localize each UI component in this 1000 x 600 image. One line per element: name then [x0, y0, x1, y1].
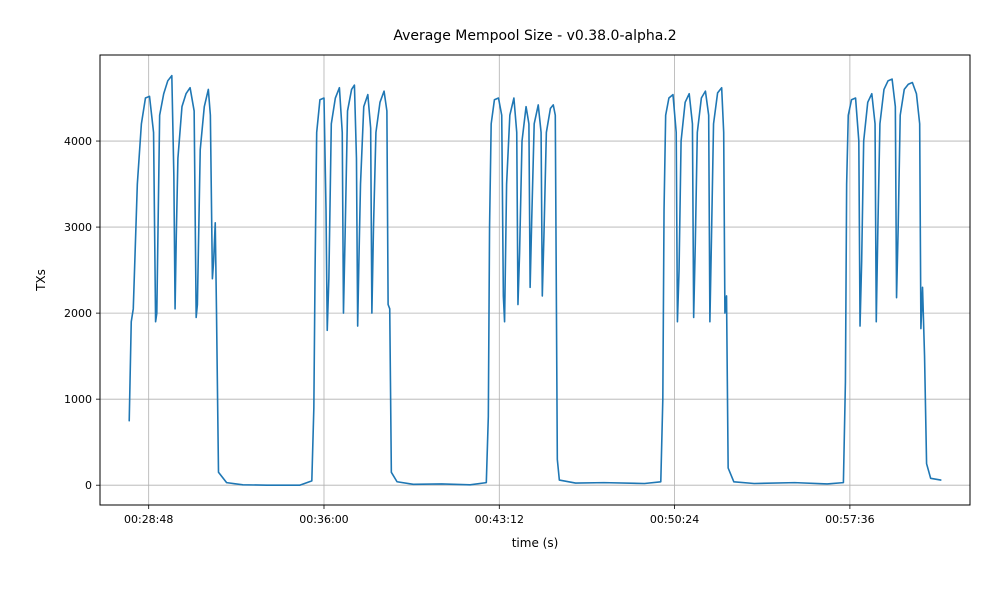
ytick-label: 4000 [64, 135, 92, 148]
y-axis-label: TXs [34, 269, 48, 292]
xtick-label: 00:36:00 [299, 513, 348, 526]
x-axis-label: time (s) [512, 536, 559, 550]
chart-container: 00:28:48 00:36:00 00:43:12 00:50:24 00:57:36… [0, 0, 1000, 600]
line-chart: 00:28:48 00:36:00 00:43:12 00:50:24 00:57:36… [0, 0, 1000, 600]
chart-title: Average Mempool Size - v0.38.0-alpha.2 [393, 28, 676, 44]
xtick-label: 00:43:12 [475, 513, 524, 526]
xtick-label: 00:57:36 [825, 513, 874, 526]
ytick-label: 3000 [64, 221, 92, 234]
ytick-label: 2000 [64, 307, 92, 320]
ytick-label: 0 [85, 479, 92, 492]
xtick-label: 00:28:48 [124, 513, 173, 526]
xtick-label: 00:50:24 [650, 513, 699, 526]
ytick-label: 1000 [64, 393, 92, 406]
